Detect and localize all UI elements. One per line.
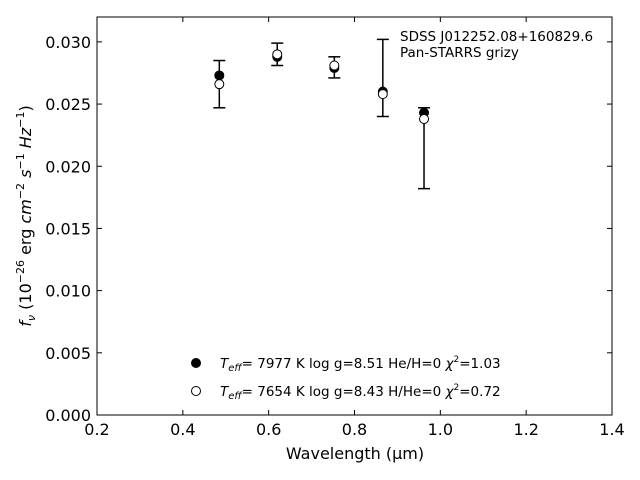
data-point-filled <box>214 70 225 81</box>
y-tick-label: 0.000 <box>45 406 91 425</box>
error-bar <box>376 38 389 118</box>
legend-marker-filled <box>191 358 201 368</box>
svg-text:Teff= 7977 K log g=8.51 He/: Teff= 7977 K log g=8.51 He/H=0 χ2=1.03 <box>220 355 501 374</box>
svg-text:fν (10−26 erg cm−2 s−1 Hz−1): fν (10−26 erg cm−2 s−1 Hz−1) <box>14 105 38 326</box>
annotation-object-name: SDSS J012252.08+160829.6 <box>400 29 593 45</box>
y-tick-label: 0.005 <box>45 344 91 363</box>
y-axis-label: fν (10−26 erg cm−2 s−1 Hz−1) <box>14 105 38 326</box>
x-tick-label: 1.0 <box>428 420 453 439</box>
y-tick-label: 0.020 <box>45 157 91 176</box>
plot-area <box>213 38 431 190</box>
legend: Teff= 7977 K log g=8.51 He/H=0 χ2=1.03 T… <box>191 355 501 402</box>
x-tick-label: 0.2 <box>84 420 109 439</box>
data-point-open <box>272 49 283 60</box>
legend-chi2-2: =0.72 <box>459 384 500 400</box>
svg-text:Teff= 7654 K log g=8.43 H/H: Teff= 7654 K log g=8.43 H/He=0 χ2=0.72 <box>220 383 501 402</box>
x-tick-label: 0.4 <box>170 420 195 439</box>
x-tick-label: 1.4 <box>599 420 624 439</box>
legend-logg-2: log g=8.43 <box>309 384 384 400</box>
legend-comp-1: He/H=0 <box>388 356 441 372</box>
legend-entry-filled: Teff= 7977 K log g=8.51 He/H=0 χ2=1.03 <box>191 355 501 374</box>
data-point-open <box>377 89 388 100</box>
x-tick-label: 0.8 <box>342 420 367 439</box>
x-tick-label: 1.2 <box>513 420 538 439</box>
data-point-open <box>329 60 340 71</box>
legend-chi2-1: =1.03 <box>459 356 500 372</box>
legend-teff-2: 7654 K <box>257 384 306 400</box>
x-axis-label: Wavelength (μm) <box>286 444 424 463</box>
y-tick-label: 0.030 <box>45 33 91 52</box>
legend-teff-1: 7977 K <box>257 356 306 372</box>
x-tick-label: 0.6 <box>256 420 281 439</box>
annotation-survey: Pan-STARRS grizy <box>400 45 519 61</box>
legend-comp-2: H/He=0 <box>388 384 441 400</box>
axes: 0.2 0.4 0.6 0.8 1.0 1.2 1.4 0.000 0.005 0.010 0.01… <box>45 16 625 439</box>
legend-entry-open: Teff= 7654 K log g=8.43 H/He=0 χ2=0.72 <box>191 383 501 402</box>
y-tick-label: 0.010 <box>45 282 91 301</box>
data-point-open <box>214 79 225 90</box>
data-point-open <box>419 113 430 124</box>
y-tick-label: 0.015 <box>45 219 91 238</box>
y-tick-label: 0.025 <box>45 95 91 114</box>
legend-marker-open <box>191 386 201 396</box>
legend-logg-1: log g=8.51 <box>309 356 384 372</box>
